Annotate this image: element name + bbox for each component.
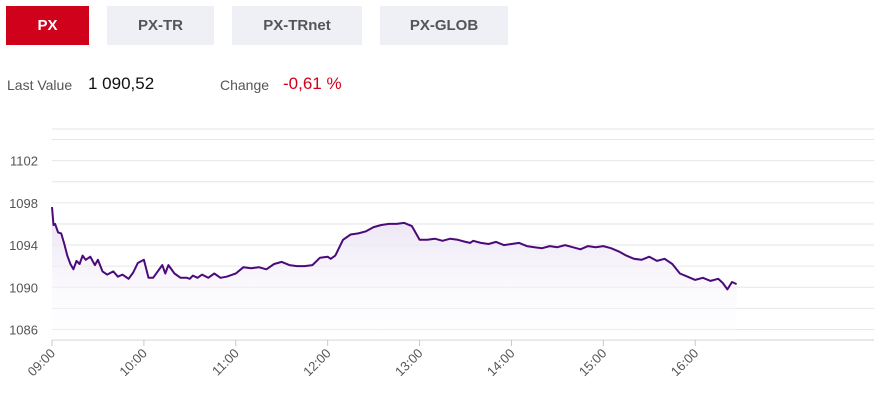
- y-tick-label: 1090: [9, 280, 38, 295]
- last-value-label: Last Value: [7, 77, 73, 93]
- y-tick-label: 1094: [9, 238, 38, 253]
- tab-px-trnet[interactable]: PX-TRnet: [232, 6, 362, 45]
- x-tick-label: 11:00: [209, 346, 242, 379]
- x-tick-label: 16:00: [668, 346, 702, 380]
- x-tick-label: 12:00: [300, 346, 334, 380]
- tab-px[interactable]: PX: [6, 6, 89, 45]
- x-tick-label: 15:00: [576, 346, 610, 380]
- x-tick-label: 10:00: [116, 346, 150, 380]
- change-value: -0,61 %: [283, 74, 342, 93]
- price-line: [51, 207, 738, 291]
- price-area: [52, 207, 737, 340]
- index-tabs: PX PX-TR PX-TRnet PX-GLOB: [6, 6, 526, 45]
- tab-px-glob[interactable]: PX-GLOB: [380, 6, 508, 45]
- last-value: 1 090,52: [88, 74, 155, 93]
- y-tick-label: 1098: [9, 196, 38, 211]
- x-tick-label: 13:00: [392, 346, 426, 380]
- x-axis: 09:00 10:00 11:00 12:00 13:00 14:00 15:00 16:00: [25, 340, 702, 380]
- x-tick-label: 14:00: [484, 346, 518, 380]
- stats-row: Last Value 1 090,52 Change -0,61 %: [7, 74, 507, 96]
- tab-px-tr[interactable]: PX-TR: [107, 6, 214, 45]
- y-tick-label: 1102: [10, 154, 38, 169]
- y-tick-label: 1086: [9, 322, 38, 337]
- y-axis: 1086 1090 1094 1098 1102: [9, 154, 38, 338]
- change-label: Change: [220, 77, 270, 93]
- x-tick-label: 09:00: [25, 346, 59, 380]
